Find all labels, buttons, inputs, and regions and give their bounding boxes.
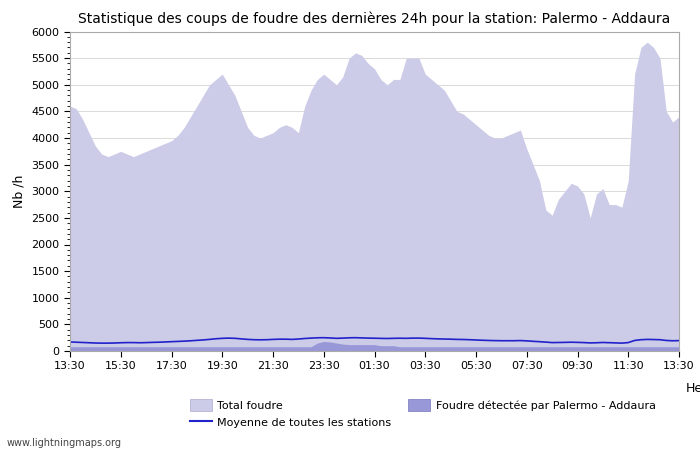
- Legend: Total foudre, Moyenne de toutes les stations, Foudre détectée par Palermo - Adda: Total foudre, Moyenne de toutes les stat…: [186, 395, 660, 432]
- Y-axis label: Nb /h: Nb /h: [13, 175, 26, 208]
- Text: www.lightningmaps.org: www.lightningmaps.org: [7, 438, 122, 448]
- Text: Heure: Heure: [686, 382, 700, 395]
- Title: Statistique des coups de foudre des dernières 24h pour la station: Palermo - Add: Statistique des coups de foudre des dern…: [78, 12, 671, 26]
